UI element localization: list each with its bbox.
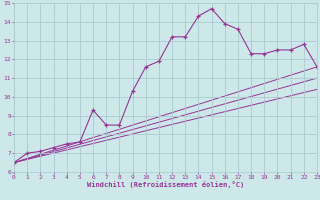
X-axis label: Windchill (Refroidissement éolien,°C): Windchill (Refroidissement éolien,°C) [87, 181, 244, 188]
